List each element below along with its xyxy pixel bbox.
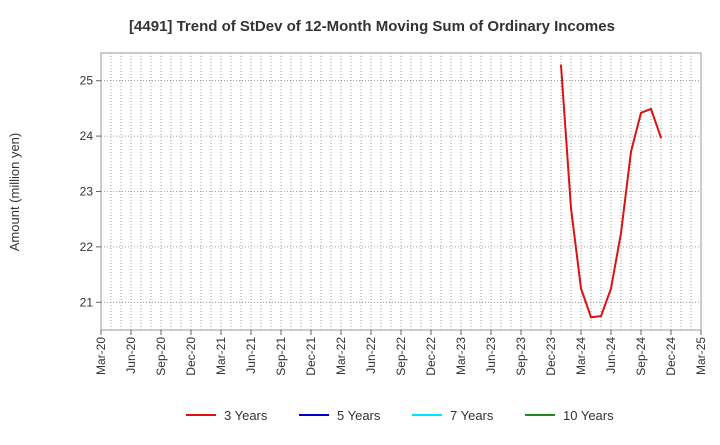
x-tick-label: Dec-24 [664,337,678,376]
data-point [660,136,662,139]
data-point [570,207,572,210]
y-tick-label: 22 [80,240,94,254]
x-tick-label: Jun-23 [484,337,498,374]
data-point [600,315,602,318]
data-point [640,111,642,114]
data-point [630,150,632,153]
data-point [580,287,582,290]
x-tick-label: Mar-23 [454,337,468,375]
y-tick-label: 24 [80,129,94,143]
legend-label: 10 Years [563,408,614,423]
x-tick-label: Jun-24 [604,337,618,374]
x-tick-label: Sep-24 [634,337,648,376]
x-axis: Mar-20 Jun-20 Sep-20 Dec-20 Mar-21 Jun-21 Sep-… [94,330,708,376]
legend-label: 3 Years [224,408,268,423]
legend-label: 7 Years [450,408,494,423]
x-tick-label: Dec-23 [544,337,558,376]
data-point [610,287,612,290]
legend-label: 5 Years [337,408,381,423]
x-tick-label: Mar-20 [94,337,108,375]
data-point [620,232,622,234]
data-point [560,64,562,67]
x-tick-label: Jun-22 [364,337,378,374]
legend: 3 Years 5 Years 7 Years 10 Years [186,408,614,423]
x-tick-label: Sep-22 [394,337,408,376]
y-tick-label: 21 [80,295,94,309]
chart-title: [4491] Trend of StDev of 12-Month Moving… [129,18,615,35]
grid [101,53,701,330]
x-tick-label: Jun-20 [124,337,138,374]
x-tick-label: Mar-24 [574,337,588,375]
x-tick-label: Mar-22 [334,337,348,375]
x-tick-label: Sep-21 [274,337,288,376]
series-layer [560,64,662,319]
x-tick-label: Dec-22 [424,337,438,376]
y-tick-label: 23 [80,185,94,199]
y-tick-label: 25 [80,74,94,88]
y-axis-label: Amount (million yen) [7,133,22,252]
x-tick-label: Sep-23 [514,337,528,376]
data-point [650,108,652,110]
x-tick-label: Mar-25 [694,337,708,375]
x-tick-label: Jun-21 [244,337,258,374]
data-point [590,316,592,319]
x-tick-label: Dec-20 [184,337,198,376]
y-axis: 21 22 23 24 25 [80,74,101,309]
x-tick-label: Sep-20 [154,337,168,376]
x-tick-label: Dec-21 [304,337,318,376]
x-tick-label: Mar-21 [214,337,228,375]
